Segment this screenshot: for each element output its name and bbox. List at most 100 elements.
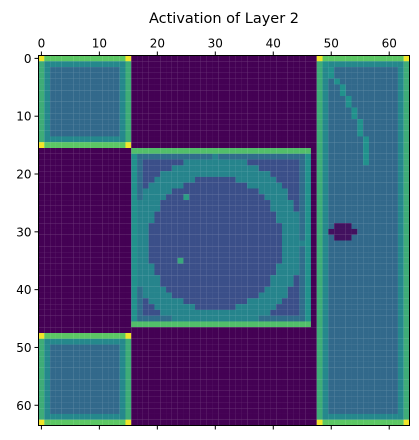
- heatmap-cell: [287, 350, 294, 357]
- heatmap-cell: [183, 327, 190, 334]
- heatmap-cell: [206, 153, 213, 160]
- heatmap-cell: [154, 356, 161, 362]
- heatmap-cell: [363, 286, 369, 293]
- heatmap-cell: [316, 113, 323, 120]
- heatmap-cell: [195, 315, 201, 322]
- heatmap-cell: [287, 78, 294, 85]
- heatmap-cell: [363, 344, 369, 351]
- heatmap-cell: [119, 390, 126, 397]
- heatmap-cell: [142, 298, 149, 305]
- heatmap-cell: [206, 327, 213, 334]
- heatmap-cell: [206, 315, 213, 322]
- heatmap-cell: [84, 361, 91, 368]
- heatmap-cell: [137, 269, 143, 276]
- heatmap-cell: [73, 217, 80, 224]
- heatmap-cell: [195, 408, 201, 414]
- heatmap-cell: [299, 228, 306, 235]
- heatmap-cell: [119, 413, 126, 420]
- heatmap-cell: [61, 124, 68, 131]
- heatmap-cell: [334, 228, 340, 235]
- heatmap-cell: [218, 200, 225, 206]
- heatmap-cell: [305, 356, 312, 362]
- heatmap-cell: [386, 327, 393, 334]
- heatmap-cell: [397, 269, 404, 276]
- heatmap-cell: [339, 148, 346, 154]
- heatmap-cell: [328, 107, 335, 114]
- heatmap-cell: [310, 361, 317, 368]
- heatmap-cell: [334, 286, 340, 293]
- heatmap-cell: [345, 385, 352, 391]
- heatmap-cell: [61, 257, 68, 264]
- heatmap-cell: [206, 402, 213, 409]
- heatmap-cell: [108, 130, 114, 137]
- heatmap-cell: [119, 280, 126, 287]
- heatmap-cell: [171, 67, 178, 73]
- heatmap-cell: [305, 298, 312, 305]
- heatmap-cell: [148, 350, 155, 357]
- heatmap-cell: [229, 402, 236, 409]
- heatmap-cell: [102, 356, 109, 362]
- heatmap-cell: [345, 130, 352, 137]
- heatmap-cell: [241, 107, 248, 114]
- heatmap-cell: [281, 350, 288, 357]
- heatmap-cell: [96, 413, 103, 420]
- heatmap-cell: [108, 101, 114, 108]
- heatmap-cell: [160, 55, 167, 62]
- heatmap-cell: [299, 211, 306, 218]
- heatmap-cell: [73, 142, 80, 149]
- heatmap-cell: [189, 263, 196, 270]
- heatmap-cell: [287, 385, 294, 391]
- heatmap-cell: [79, 200, 85, 206]
- heatmap-cell: [252, 402, 259, 409]
- heatmap-cell: [310, 130, 317, 137]
- heatmap-cell: [299, 188, 306, 195]
- heatmap-cell: [258, 413, 265, 420]
- heatmap-cell: [137, 188, 143, 195]
- heatmap-cell: [397, 240, 404, 247]
- heatmap-cell: [160, 402, 167, 409]
- heatmap-cell: [392, 113, 398, 120]
- heatmap-cell: [189, 130, 196, 137]
- heatmap-cell: [322, 396, 329, 403]
- heatmap-cell: [328, 171, 335, 177]
- heatmap-cell: [258, 246, 265, 253]
- heatmap-cell: [166, 148, 172, 154]
- heatmap-cell: [252, 55, 259, 62]
- heatmap-cell: [148, 188, 155, 195]
- heatmap-cell: [102, 101, 109, 108]
- heatmap-cell: [351, 356, 358, 362]
- heatmap-cell: [386, 90, 393, 97]
- heatmap-cell: [357, 408, 364, 414]
- heatmap-cell: [397, 263, 404, 270]
- heatmap-cell: [61, 176, 68, 183]
- heatmap-cell: [270, 413, 277, 420]
- heatmap-cell: [368, 182, 375, 189]
- heatmap-cell: [241, 298, 248, 305]
- heatmap-cell: [281, 200, 288, 206]
- heatmap-cell: [258, 176, 265, 183]
- heatmap-cell: [374, 327, 381, 334]
- heatmap-cell: [368, 356, 375, 362]
- heatmap-cell: [380, 61, 387, 68]
- heatmap-cell: [119, 200, 126, 206]
- heatmap-cell: [235, 188, 242, 195]
- heatmap-cell: [200, 298, 207, 305]
- heatmap-cell: [218, 124, 225, 131]
- heatmap-cell: [113, 286, 120, 293]
- heatmap-cell: [276, 356, 283, 362]
- heatmap-cell: [392, 321, 398, 328]
- heatmap-cell: [113, 280, 120, 287]
- heatmap-cell: [166, 234, 172, 241]
- heatmap-cell: [131, 333, 138, 339]
- heatmap-cell: [148, 153, 155, 160]
- heatmap-cell: [131, 263, 138, 270]
- heatmap-cell: [403, 292, 410, 299]
- heatmap-cell: [287, 223, 294, 229]
- heatmap-cell: [357, 136, 364, 143]
- heatmap-cell: [305, 217, 312, 224]
- heatmap-cell: [328, 188, 335, 195]
- heatmap-cell: [90, 298, 97, 305]
- heatmap-cell: [183, 84, 190, 91]
- heatmap-cell: [206, 419, 213, 426]
- heatmap-cell: [345, 269, 352, 276]
